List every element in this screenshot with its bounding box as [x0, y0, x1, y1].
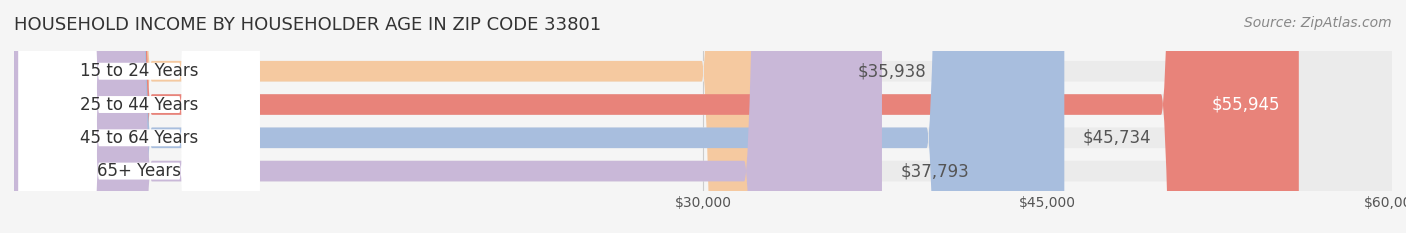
- Text: HOUSEHOLD INCOME BY HOUSEHOLDER AGE IN ZIP CODE 33801: HOUSEHOLD INCOME BY HOUSEHOLDER AGE IN Z…: [14, 16, 602, 34]
- Text: 65+ Years: 65+ Years: [97, 162, 181, 180]
- Text: Source: ZipAtlas.com: Source: ZipAtlas.com: [1244, 16, 1392, 30]
- Text: 45 to 64 Years: 45 to 64 Years: [80, 129, 198, 147]
- FancyBboxPatch shape: [18, 0, 260, 233]
- FancyBboxPatch shape: [14, 0, 1392, 233]
- Text: 15 to 24 Years: 15 to 24 Years: [80, 62, 198, 80]
- FancyBboxPatch shape: [14, 0, 839, 233]
- FancyBboxPatch shape: [18, 0, 260, 233]
- FancyBboxPatch shape: [18, 0, 260, 233]
- FancyBboxPatch shape: [14, 0, 1299, 233]
- FancyBboxPatch shape: [14, 0, 1064, 233]
- FancyBboxPatch shape: [14, 0, 1392, 233]
- Text: $37,793: $37,793: [900, 162, 969, 180]
- Text: $35,938: $35,938: [858, 62, 927, 80]
- Text: 25 to 44 Years: 25 to 44 Years: [80, 96, 198, 113]
- FancyBboxPatch shape: [14, 0, 882, 233]
- FancyBboxPatch shape: [14, 0, 1392, 233]
- FancyBboxPatch shape: [18, 0, 260, 233]
- Text: $45,734: $45,734: [1083, 129, 1152, 147]
- FancyBboxPatch shape: [14, 0, 1392, 233]
- Text: $55,945: $55,945: [1212, 96, 1281, 113]
